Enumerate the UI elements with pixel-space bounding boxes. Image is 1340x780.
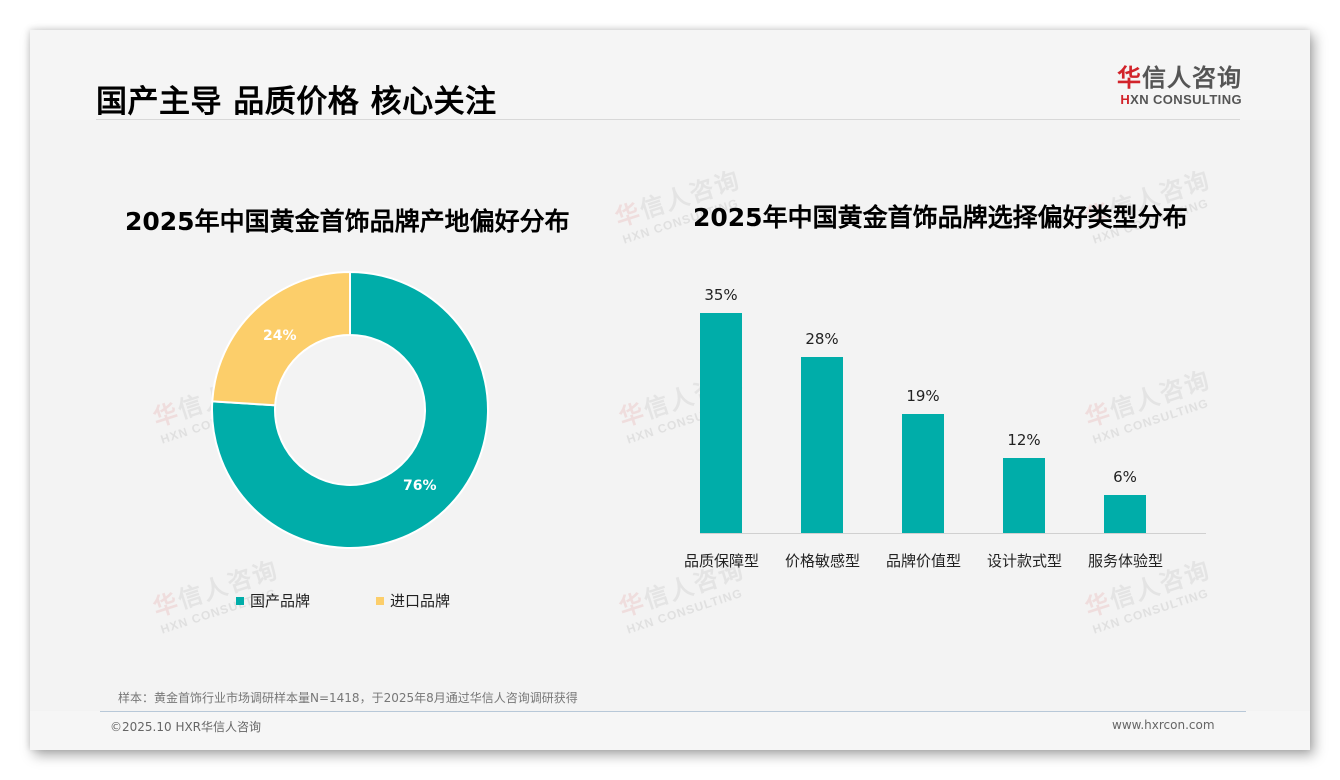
bar (1003, 458, 1045, 533)
donut-label-imported: 24% (263, 328, 297, 344)
bar (1104, 495, 1146, 533)
legend-swatch-icon (376, 596, 385, 605)
donut-chart-title: 2025年中国黄金首饰品牌产地偏好分布 (125, 207, 570, 236)
bar (902, 414, 944, 533)
bar-value-label: 35% (704, 286, 738, 304)
header-band (30, 30, 1310, 120)
donut-chart: 76% 24% (210, 270, 490, 550)
company-logo: 华信人咨询 HXN CONSULTING (1112, 64, 1242, 108)
slide: 华信人咨询 HXN CONSULTING 华信人咨询 HXN CONSULTIN… (30, 30, 1310, 750)
bar (801, 357, 843, 533)
logo-english: HXN CONSULTING (1120, 92, 1242, 107)
donut-legend: 国产品牌 进口品牌 (236, 590, 450, 611)
legend-item-domestic: 国产品牌 (236, 590, 310, 611)
bar-category-label: 品牌价值型 (885, 552, 961, 570)
bar-value-label: 28% (805, 330, 839, 348)
copyright-text: ©2025.10 HXR华信人咨询 (110, 720, 262, 734)
donut-slice (211, 270, 351, 407)
website-link[interactable]: www.hxrcon.com (1112, 718, 1215, 732)
donut-slice (211, 270, 489, 549)
bar-chart-title: 2025年中国黄金首饰品牌选择偏好类型分布 (693, 203, 1188, 232)
donut-chart-svg (211, 270, 489, 549)
footer-divider (100, 711, 1246, 712)
bar-value-label: 6% (1113, 468, 1137, 486)
bar-value-label: 12% (1007, 431, 1041, 449)
legend-label: 进口品牌 (390, 592, 451, 610)
bar-category-label: 设计款式型 (986, 552, 1062, 570)
watermark: 华信人咨询 HXN CONSULTING (1081, 365, 1215, 447)
bar (700, 313, 742, 533)
header-divider (96, 119, 1240, 120)
legend-label: 国产品牌 (250, 592, 311, 610)
bar-category-label: 服务体验型 (1087, 552, 1163, 570)
footer-band (30, 711, 1310, 750)
sample-footnote: 样本：黄金首饰行业市场调研样本量N=1418，于2025年8月通过华信人咨询调研… (118, 691, 578, 705)
page-title: 国产主导 品质价格 核心关注 (96, 84, 497, 120)
legend-item-imported: 进口品牌 (376, 590, 450, 611)
bar-category-label: 价格敏感型 (784, 552, 860, 570)
bar-category-label: 品质保障型 (683, 552, 759, 570)
donut-label-domestic: 76% (403, 478, 437, 494)
bar-value-label: 19% (906, 387, 940, 405)
bar-chart-x-axis (700, 533, 1206, 534)
logo-chinese: 华信人咨询 (1117, 64, 1242, 92)
legend-swatch-icon (236, 596, 244, 605)
